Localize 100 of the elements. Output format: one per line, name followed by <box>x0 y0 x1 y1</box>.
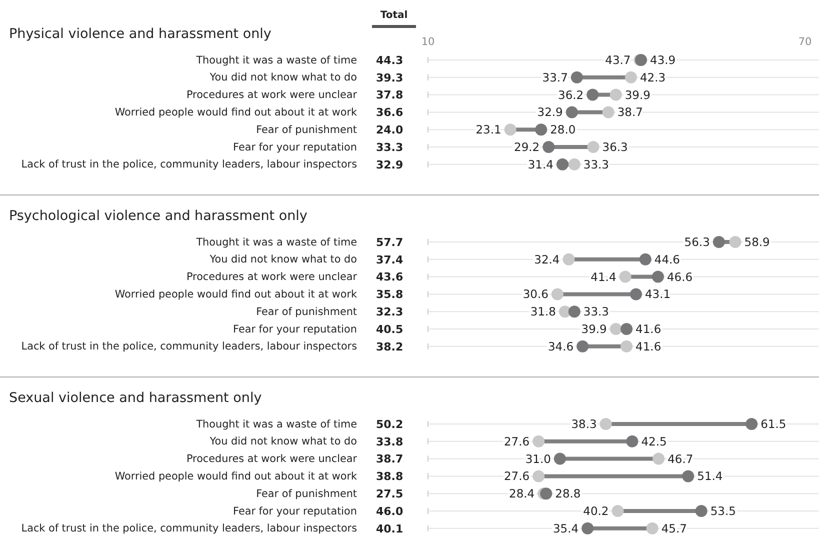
text: 38.7 <box>376 452 404 466</box>
point <box>610 88 622 101</box>
data-label: 58.9 <box>744 235 770 250</box>
text: 46.0 <box>376 504 404 518</box>
point <box>602 106 614 118</box>
y-tick-label: Worried people would find out about it at work <box>114 106 357 119</box>
point <box>610 323 622 335</box>
point <box>504 124 516 136</box>
data-label: 36.2 <box>558 88 584 102</box>
data-label: 32.9 <box>537 105 563 120</box>
y-tick-label: Worried people would find out about it at work <box>114 288 357 301</box>
data-label: 33.3 <box>583 157 610 172</box>
data-label: 31.4 <box>528 157 554 172</box>
text: 24.0 <box>376 123 404 136</box>
point <box>695 505 708 517</box>
point <box>576 340 589 352</box>
text: 43.6 <box>376 270 404 284</box>
point <box>532 470 545 482</box>
point <box>556 158 568 170</box>
data-label: 43.7 <box>605 53 631 68</box>
y-tick-label: Procedures at work were unclear <box>186 89 358 102</box>
data-label: 41.4 <box>590 270 616 284</box>
text: 33.8 <box>376 435 404 448</box>
point <box>729 236 742 248</box>
data-label: 46.7 <box>668 452 694 466</box>
text: Sexual violence and harassment only <box>9 390 262 406</box>
data-label: 39.9 <box>581 322 607 336</box>
text: 35.8 <box>376 288 404 302</box>
point <box>619 270 632 283</box>
text: Psychological violence and harassment only <box>9 208 308 224</box>
y-tick-label: Lack of trust in the police, community leaders, labour inspectors <box>21 522 357 535</box>
y-tick-label: Fear of punishment <box>256 306 357 318</box>
data-label: 31.0 <box>525 452 551 466</box>
point <box>570 71 583 84</box>
data-label: 33.3 <box>583 304 610 319</box>
data-label: 32.4 <box>534 252 560 266</box>
point <box>554 452 566 465</box>
text: 32.3 <box>376 305 404 318</box>
y-tick-label: Thought it was a waste of time <box>195 418 357 430</box>
y-tick-label: Procedures at work were unclear <box>186 453 358 466</box>
text: 33.3 <box>376 140 404 154</box>
data-label: 31.8 <box>530 304 556 319</box>
point <box>568 158 580 170</box>
point <box>712 236 725 248</box>
point <box>586 88 599 101</box>
data-label: 23.1 <box>476 122 502 137</box>
point <box>639 253 652 266</box>
data-label: 28.4 <box>509 486 535 501</box>
y-tick-label: Fear of punishment <box>256 488 357 500</box>
data-label: 30.6 <box>522 287 548 302</box>
point <box>600 418 612 430</box>
data-label: 27.6 <box>504 434 530 448</box>
y-tick-label: Thought it was a waste of time <box>195 236 357 248</box>
data-label: 42.5 <box>641 434 667 448</box>
y-tick-label: Fear for your reputation <box>233 505 357 518</box>
text: 27.5 <box>376 487 404 500</box>
data-label: 27.6 <box>504 469 530 484</box>
data-label: 43.9 <box>650 53 676 68</box>
data-label: 40.2 <box>583 504 609 518</box>
data-label: 36.3 <box>602 140 628 154</box>
y-tick-label: Fear for your reputation <box>233 323 357 336</box>
point <box>652 270 664 283</box>
data-label: 61.5 <box>760 417 786 432</box>
point <box>746 418 758 430</box>
point <box>582 522 594 534</box>
data-label: 39.9 <box>624 88 650 102</box>
data-label: 41.6 <box>636 339 662 354</box>
text: 37.8 <box>376 88 404 102</box>
text: 37.4 <box>376 253 404 266</box>
point <box>535 124 548 136</box>
y-tick-label: You did not know what to do <box>208 254 357 266</box>
y-tick-label: Fear of punishment <box>256 124 357 136</box>
y-tick-label: Fear for your reputation <box>233 141 357 154</box>
text: Total <box>380 10 408 21</box>
point <box>532 435 545 448</box>
point <box>652 452 665 465</box>
text: 36.6 <box>376 106 404 120</box>
data-label: 34.6 <box>548 339 574 354</box>
point <box>682 470 694 482</box>
y-tick-label: Procedures at work were unclear <box>186 271 358 284</box>
text: 44.3 <box>376 54 404 67</box>
data-label: 33.7 <box>542 70 568 84</box>
text: 40.1 <box>376 522 404 536</box>
data-label: 42.3 <box>640 70 666 84</box>
y-tick-label: Worried people would find out about it at work <box>114 470 357 483</box>
data-label: 44.6 <box>654 252 680 266</box>
text: 38.2 <box>376 340 404 354</box>
data-label: 45.7 <box>661 521 687 536</box>
data-label: 51.4 <box>697 469 723 484</box>
point <box>566 106 578 118</box>
point <box>551 288 564 300</box>
data-label: 41.6 <box>636 322 662 336</box>
text: 57.7 <box>376 236 404 249</box>
data-label: 56.3 <box>684 235 710 250</box>
data-label: 53.5 <box>710 504 736 518</box>
data-label: 38.3 <box>571 417 597 432</box>
point <box>542 141 555 153</box>
data-label: 28.8 <box>555 486 581 501</box>
point <box>562 253 575 266</box>
point <box>620 340 633 352</box>
